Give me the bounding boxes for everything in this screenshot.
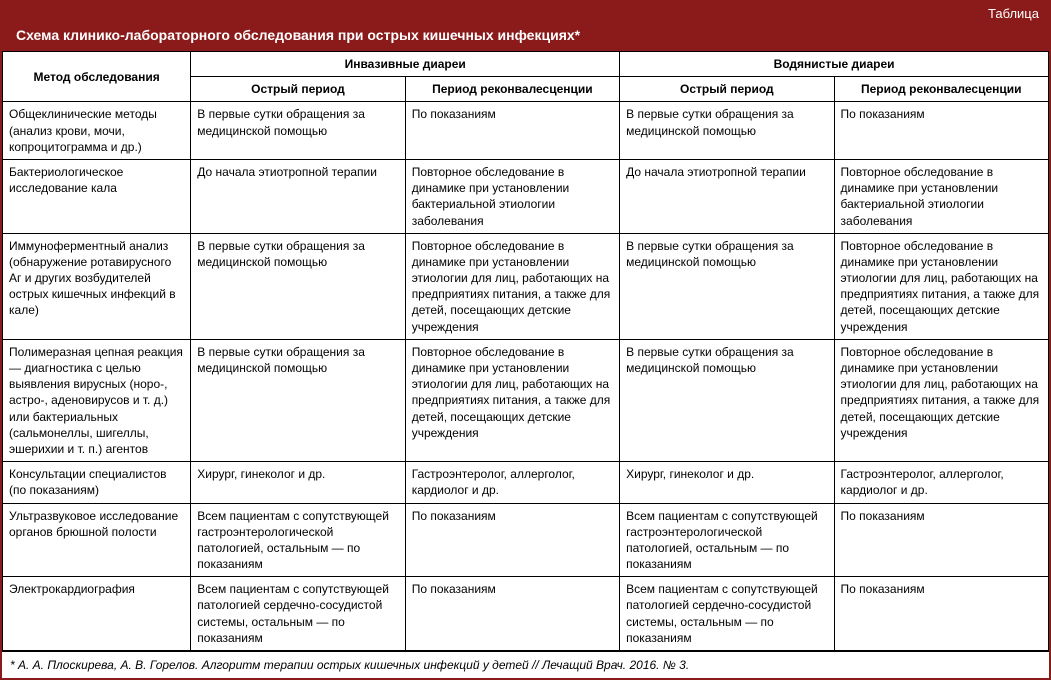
cell-method: Консультации специалистов (по показаниям…	[3, 462, 191, 503]
cell-wat_conv: По показаниям	[834, 503, 1048, 577]
table-row: Общеклинические методы (анализ крови, мо…	[3, 102, 1049, 160]
table-row: Иммуноферментный анализ (обнаружение рот…	[3, 233, 1049, 339]
col-wat-conv: Период реконвалесценции	[834, 77, 1048, 102]
cell-wat_acute: До начала этиотропной терапии	[620, 159, 834, 233]
cell-wat_acute: Хирург, гинеколог и др.	[620, 462, 834, 503]
cell-inv_acute: До начала этиотропной терапии	[191, 159, 405, 233]
cell-wat_conv: Повторное обследование в динамике при ус…	[834, 339, 1048, 461]
col-method: Метод обследования	[3, 52, 191, 102]
table-row: Полимеразная цепная реакция — диагностик…	[3, 339, 1049, 461]
exam-scheme-table: Метод обследования Инвазивные диареи Вод…	[2, 51, 1049, 651]
col-wat-acute: Острый период	[620, 77, 834, 102]
cell-wat_acute: В первые сутки обращения за медицинской …	[620, 102, 834, 160]
table-row: ЭлектрокардиографияВсем пациентам с сопу…	[3, 577, 1049, 651]
table-header-row-1: Метод обследования Инвазивные диареи Вод…	[3, 52, 1049, 77]
cell-wat_conv: Повторное обследование в динамике при ус…	[834, 159, 1048, 233]
cell-inv_conv: Гастроэнтеролог, аллерголог, кардиолог и…	[405, 462, 619, 503]
cell-wat_acute: В первые сутки обращения за медицинской …	[620, 339, 834, 461]
cell-wat_acute: В первые сутки обращения за медицинской …	[620, 233, 834, 339]
cell-method: Бактериологическое исследование кала	[3, 159, 191, 233]
cell-wat_conv: Гастроэнтеролог, аллерголог, кардиолог и…	[834, 462, 1048, 503]
cell-inv_acute: Всем пациентам с сопутствующей патологие…	[191, 577, 405, 651]
cell-inv_acute: В первые сутки обращения за медицинской …	[191, 102, 405, 160]
table-container: Таблица Схема клинико-лабораторного обсл…	[0, 0, 1051, 680]
col-group-invasive: Инвазивные диареи	[191, 52, 620, 77]
cell-method: Иммуноферментный анализ (обнаружение рот…	[3, 233, 191, 339]
cell-inv_conv: По показаниям	[405, 102, 619, 160]
table-label: Таблица	[2, 2, 1049, 23]
table-title: Схема клинико-лабораторного обследования…	[2, 23, 1049, 51]
cell-method: Общеклинические методы (анализ крови, мо…	[3, 102, 191, 160]
table-row: Ультразвуковое исследование органов брюш…	[3, 503, 1049, 577]
cell-wat_conv: Повторное обследование в динамике при ус…	[834, 233, 1048, 339]
table-footnote: * А. А. Плоскирева, А. В. Горелов. Алгор…	[2, 651, 1049, 678]
cell-inv_conv: По показаниям	[405, 503, 619, 577]
cell-inv_acute: В первые сутки обращения за медицинской …	[191, 339, 405, 461]
cell-wat_conv: По показаниям	[834, 102, 1048, 160]
table-row: Консультации специалистов (по показаниям…	[3, 462, 1049, 503]
cell-inv_conv: По показаниям	[405, 577, 619, 651]
cell-method: Полимеразная цепная реакция — диагностик…	[3, 339, 191, 461]
cell-inv_acute: Всем пациентам с сопутствующей гастроэнт…	[191, 503, 405, 577]
col-inv-conv: Период реконвалесценции	[405, 77, 619, 102]
cell-wat_conv: По показаниям	[834, 577, 1048, 651]
cell-wat_acute: Всем пациентам с сопутствующей гастроэнт…	[620, 503, 834, 577]
cell-wat_acute: Всем пациентам с сопутствующей патологие…	[620, 577, 834, 651]
cell-inv_acute: Хирург, гинеколог и др.	[191, 462, 405, 503]
table-body: Общеклинические методы (анализ крови, мо…	[3, 102, 1049, 651]
cell-method: Ультразвуковое исследование органов брюш…	[3, 503, 191, 577]
cell-inv_conv: Повторное обследование в динамике при ус…	[405, 339, 619, 461]
col-group-watery: Водянистые диареи	[620, 52, 1049, 77]
cell-method: Электрокардиография	[3, 577, 191, 651]
cell-inv_conv: Повторное обследование в динамике при ус…	[405, 159, 619, 233]
cell-inv_conv: Повторное обследование в динамике при ус…	[405, 233, 619, 339]
col-inv-acute: Острый период	[191, 77, 405, 102]
table-row: Бактериологическое исследование калаДо н…	[3, 159, 1049, 233]
cell-inv_acute: В первые сутки обращения за медицинской …	[191, 233, 405, 339]
